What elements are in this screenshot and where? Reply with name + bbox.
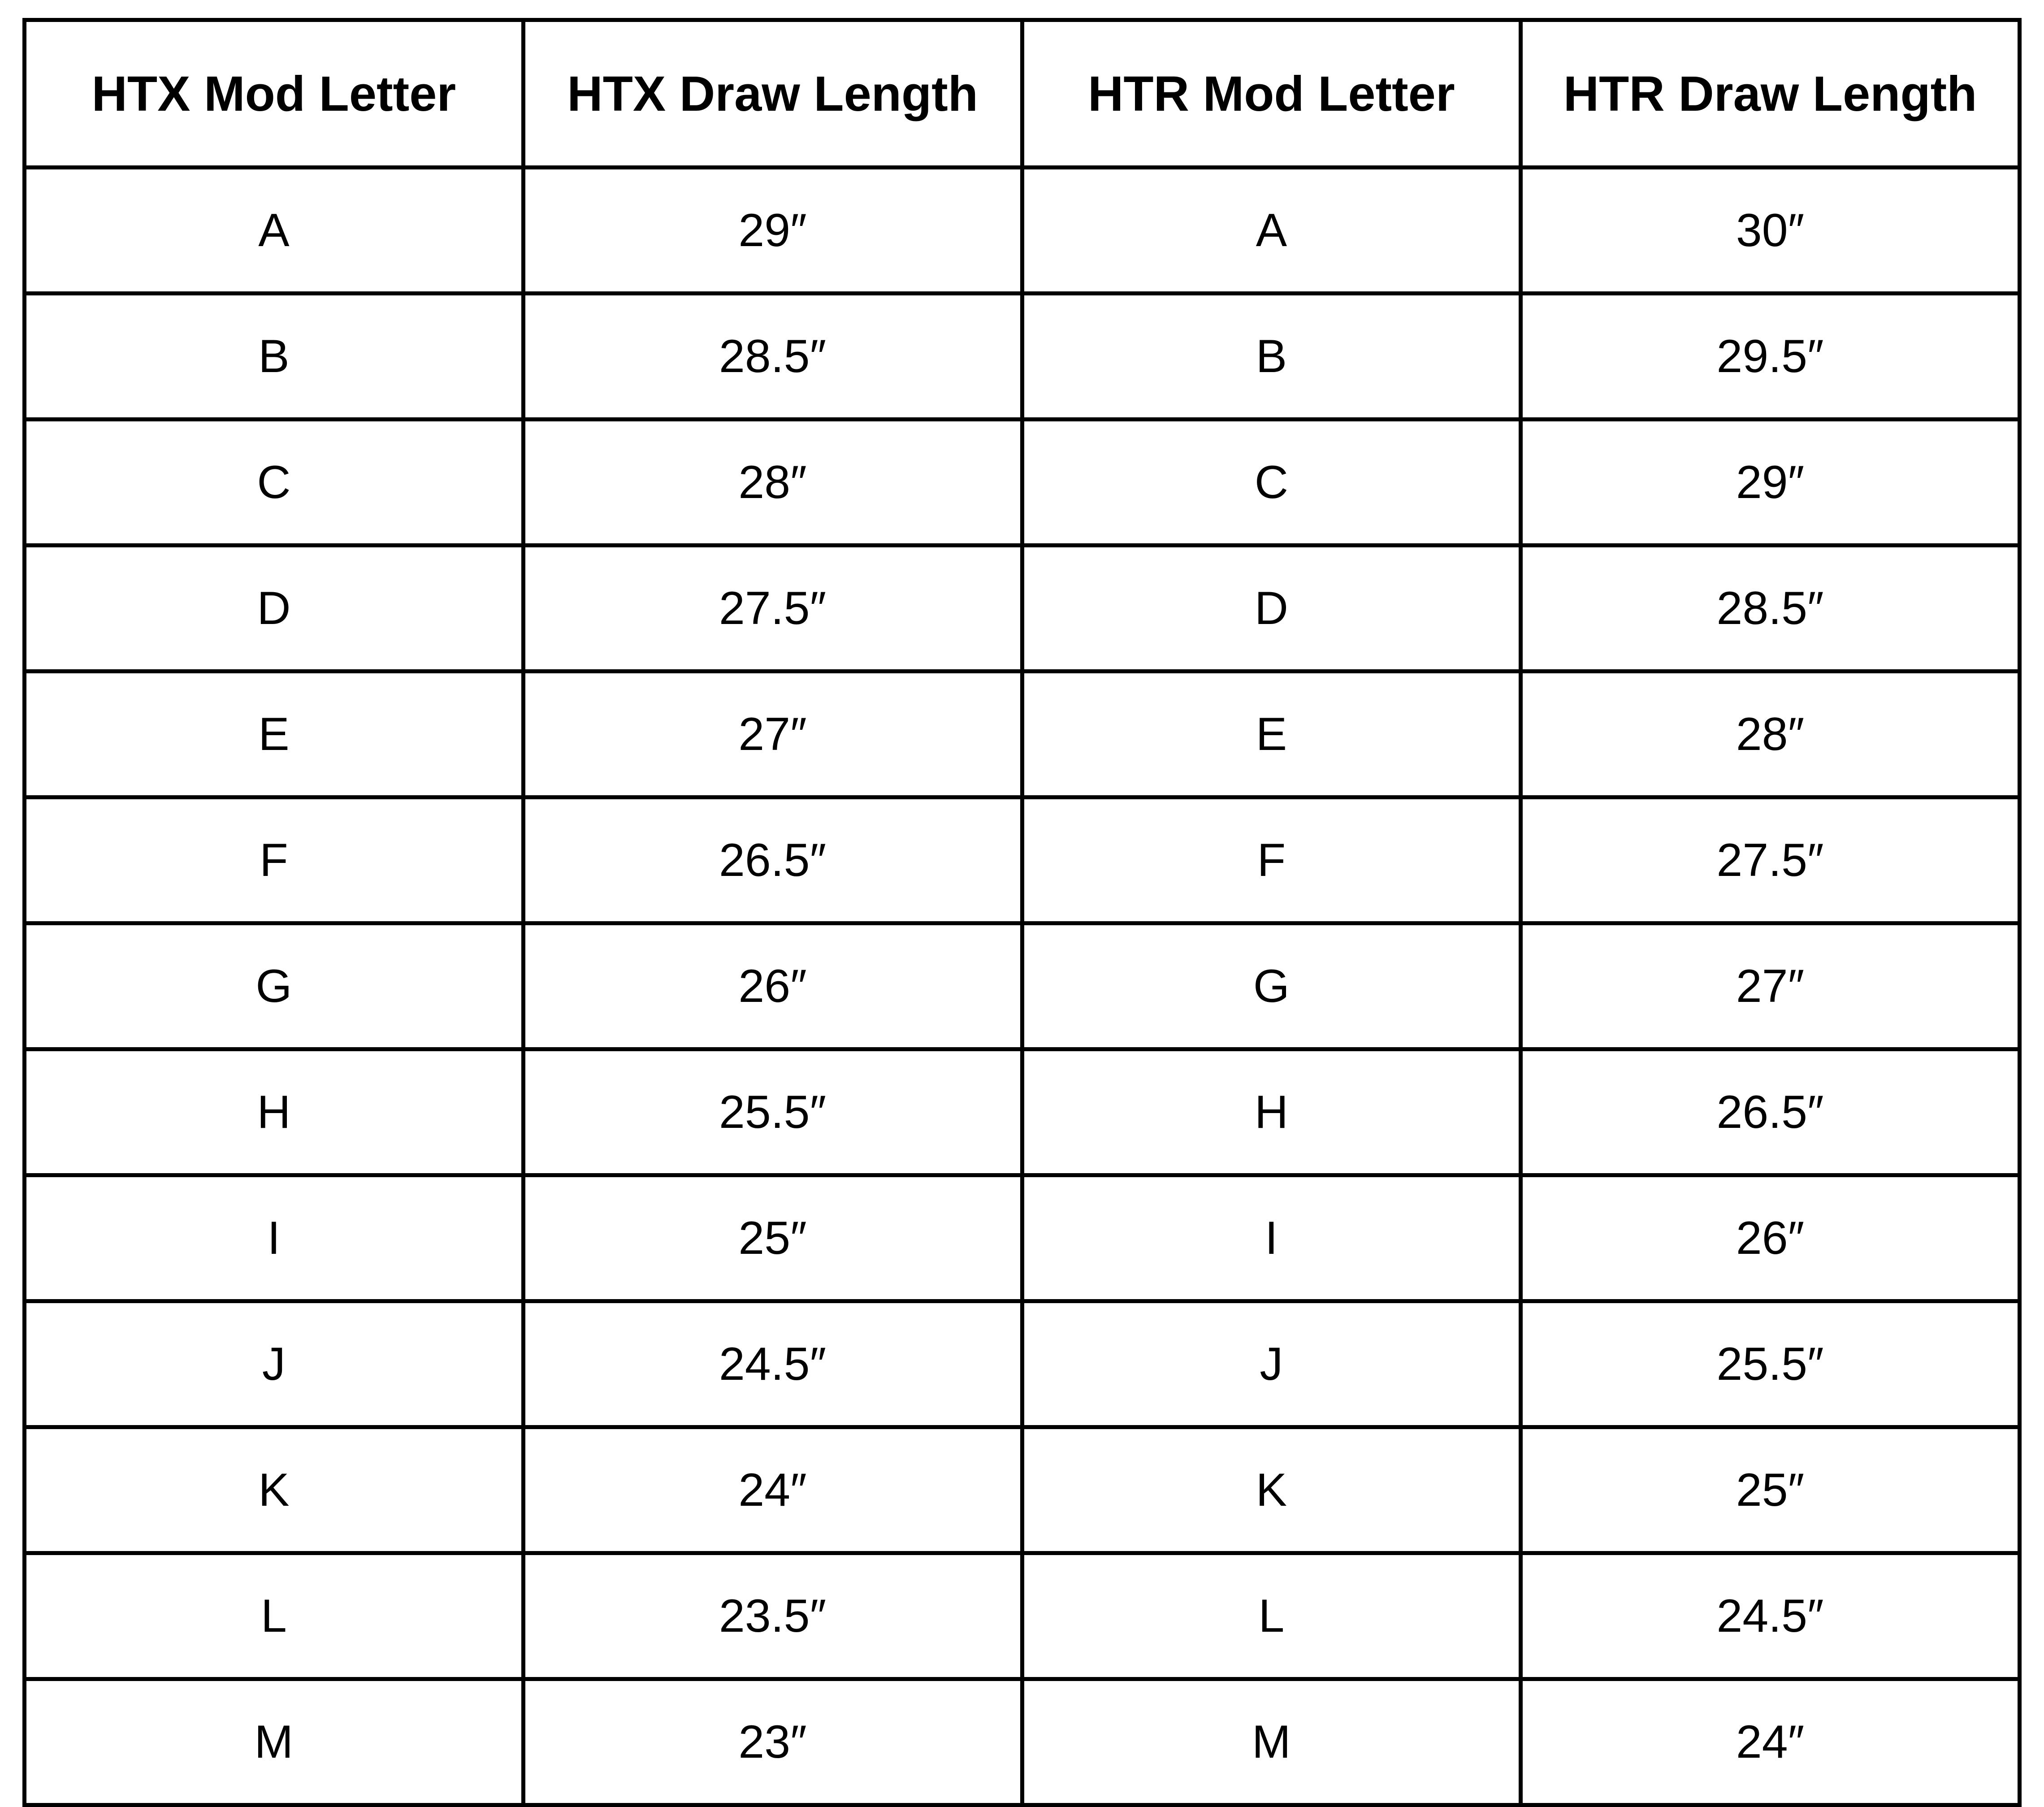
- cell-htr-draw-length: 26.5″: [1521, 1049, 2020, 1175]
- table-row: B 28.5″ B 29.5″: [25, 294, 2020, 420]
- cell-htr-mod-letter: G: [1022, 923, 1521, 1049]
- col-header-htx-mod-letter: HTX Mod Letter: [25, 20, 524, 168]
- cell-htx-draw-length: 24″: [523, 1427, 1022, 1553]
- cell-htr-draw-length: 29.5″: [1521, 294, 2020, 420]
- cell-htr-mod-letter: B: [1022, 294, 1521, 420]
- cell-htr-draw-length: 28.5″: [1521, 546, 2020, 672]
- cell-htx-draw-length: 25″: [523, 1175, 1022, 1301]
- cell-htr-draw-length: 25″: [1521, 1427, 2020, 1553]
- cell-htr-draw-length: 28″: [1521, 672, 2020, 797]
- table-row: M 23″ M 24″: [25, 1679, 2020, 1805]
- cell-htr-draw-length: 27″: [1521, 923, 2020, 1049]
- col-header-htx-draw-length: HTX Draw Length: [523, 20, 1022, 168]
- cell-htr-mod-letter: D: [1022, 546, 1521, 672]
- cell-htx-mod-letter: H: [25, 1049, 524, 1175]
- cell-htr-mod-letter: H: [1022, 1049, 1521, 1175]
- cell-htx-draw-length: 29″: [523, 168, 1022, 294]
- cell-htx-draw-length: 23″: [523, 1679, 1022, 1805]
- cell-htr-mod-letter: M: [1022, 1679, 1521, 1805]
- table-row: L 23.5″ L 24.5″: [25, 1553, 2020, 1679]
- col-header-htr-draw-length: HTR Draw Length: [1521, 20, 2020, 168]
- cell-htr-mod-letter: A: [1022, 168, 1521, 294]
- cell-htx-draw-length: 28″: [523, 420, 1022, 546]
- cell-htx-draw-length: 27″: [523, 672, 1022, 797]
- cell-htr-draw-length: 25.5″: [1521, 1301, 2020, 1427]
- cell-htr-draw-length: 30″: [1521, 168, 2020, 294]
- cell-htx-mod-letter: M: [25, 1679, 524, 1805]
- cell-htx-mod-letter: D: [25, 546, 524, 672]
- table-row: F 26.5″ F 27.5″: [25, 797, 2020, 923]
- cell-htr-draw-length: 24.5″: [1521, 1553, 2020, 1679]
- cell-htx-mod-letter: J: [25, 1301, 524, 1427]
- cell-htx-mod-letter: B: [25, 294, 524, 420]
- cell-htr-mod-letter: K: [1022, 1427, 1521, 1553]
- table-row: J 24.5″ J 25.5″: [25, 1301, 2020, 1427]
- cell-htx-draw-length: 27.5″: [523, 546, 1022, 672]
- cell-htx-mod-letter: F: [25, 797, 524, 923]
- table-row: C 28″ C 29″: [25, 420, 2020, 546]
- cell-htr-mod-letter: I: [1022, 1175, 1521, 1301]
- table-header-row: HTX Mod Letter HTX Draw Length HTR Mod L…: [25, 20, 2020, 168]
- table-row: A 29″ A 30″: [25, 168, 2020, 294]
- table-row: G 26″ G 27″: [25, 923, 2020, 1049]
- table-row: I 25″ I 26″: [25, 1175, 2020, 1301]
- cell-htr-mod-letter: C: [1022, 420, 1521, 546]
- table-row: H 25.5″ H 26.5″: [25, 1049, 2020, 1175]
- cell-htx-mod-letter: A: [25, 168, 524, 294]
- table-row: K 24″ K 25″: [25, 1427, 2020, 1553]
- cell-htx-draw-length: 23.5″: [523, 1553, 1022, 1679]
- cell-htr-draw-length: 24″: [1521, 1679, 2020, 1805]
- cell-htx-draw-length: 28.5″: [523, 294, 1022, 420]
- cell-htr-mod-letter: J: [1022, 1301, 1521, 1427]
- table-body: A 29″ A 30″ B 28.5″ B 29.5″ C 28″ C 29″ …: [25, 168, 2020, 1805]
- cell-htx-draw-length: 25.5″: [523, 1049, 1022, 1175]
- cell-htr-mod-letter: L: [1022, 1553, 1521, 1679]
- col-header-htr-mod-letter: HTR Mod Letter: [1022, 20, 1521, 168]
- cell-htx-mod-letter: C: [25, 420, 524, 546]
- cell-htr-mod-letter: F: [1022, 797, 1521, 923]
- cell-htr-draw-length: 29″: [1521, 420, 2020, 546]
- cell-htx-draw-length: 24.5″: [523, 1301, 1022, 1427]
- cell-htx-mod-letter: G: [25, 923, 524, 1049]
- table-row: D 27.5″ D 28.5″: [25, 546, 2020, 672]
- table-row: E 27″ E 28″: [25, 672, 2020, 797]
- cell-htx-draw-length: 26.5″: [523, 797, 1022, 923]
- table-header: HTX Mod Letter HTX Draw Length HTR Mod L…: [25, 20, 2020, 168]
- cell-htr-mod-letter: E: [1022, 672, 1521, 797]
- draw-length-table: HTX Mod Letter HTX Draw Length HTR Mod L…: [22, 18, 2022, 1807]
- cell-htx-mod-letter: L: [25, 1553, 524, 1679]
- cell-htx-draw-length: 26″: [523, 923, 1022, 1049]
- cell-htr-draw-length: 26″: [1521, 1175, 2020, 1301]
- cell-htx-mod-letter: E: [25, 672, 524, 797]
- cell-htx-mod-letter: I: [25, 1175, 524, 1301]
- cell-htr-draw-length: 27.5″: [1521, 797, 2020, 923]
- cell-htx-mod-letter: K: [25, 1427, 524, 1553]
